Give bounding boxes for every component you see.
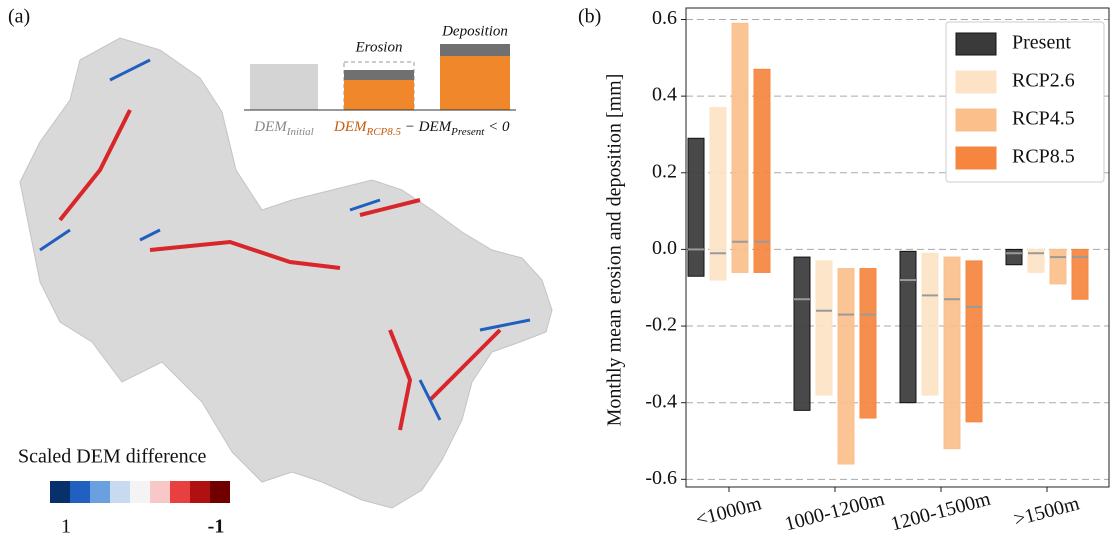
range-bar [922,253,938,395]
range-bar [816,261,832,395]
initial-label: DEMInitial [253,119,313,137]
operator: − [401,119,419,135]
range-bar [1006,249,1022,264]
legend-swatch [956,71,996,93]
y-tick-label: 0.4 [652,84,677,106]
deposition-label: Deposition [441,23,508,39]
difference-label: DEMRCP8.5 − DEMPresent < 0 [333,119,510,137]
panel-label: (a) [8,6,30,28]
swatch [190,481,210,503]
range-bar [794,257,810,410]
plot: -0.6 -0.4 -0.2 0.0 0.2 0.4 0.6 <1000m 1000-1200m… [645,7,1109,535]
x-tick-label: 1000-1200m [782,488,887,536]
y-tick-label: -0.6 [645,467,677,489]
range-bar [900,251,916,402]
swatch [170,481,190,503]
erosion-bar [344,80,414,110]
x-tick-label: <1000m [694,492,765,531]
deposition-bar [440,56,510,110]
legend-swatch [956,109,996,131]
range-bar [966,261,982,422]
swatch [210,481,230,503]
legend-label: RCP2.6 [1012,70,1075,92]
dem-text: DEM [253,119,288,135]
range-bar [838,269,854,464]
legend-label: RCP8.5 [1012,146,1075,168]
y-tick-label: -0.2 [645,314,677,336]
dem-sub: Present [450,126,485,138]
y-tick-label: -0.4 [645,390,677,412]
range-bar [860,269,876,418]
range-bar [1050,249,1066,283]
dem-text: DEM [333,119,368,135]
swatch [130,481,150,503]
range-bar [732,23,748,272]
dem-text: DEM [418,119,453,135]
legend-label: Present [1012,32,1071,54]
y-tick-label: 0.0 [652,237,677,259]
x-tick-label: >1500m [1012,492,1083,531]
comparison: < 0 [484,119,510,135]
figure: (a) Erosion Deposition DEMInitial DEMRCP… [0,0,1110,552]
swatch [50,481,70,503]
dem-sub: Initial [286,126,314,138]
y-axis-label: Monthly mean erosion and deposition [mm] [604,74,626,427]
y-tick-label: 0.2 [652,160,677,182]
swatch [70,481,90,503]
y-tick-label: 0.6 [652,7,677,29]
erosion-layer [344,70,414,80]
colorbar-tick: -1 [208,516,225,538]
inset: Erosion Deposition DEMInitial DEMRCP8.5 … [244,23,516,137]
legend-swatch [956,33,996,55]
deposition-layer [440,44,510,56]
colorbar-tick: 1 [61,516,71,538]
colorbar: Scaled DEM difference 1 -1 [18,446,230,538]
x-tick-label: 1200-1500m [888,488,993,536]
range-bar [944,257,960,449]
erosion-label: Erosion [355,39,403,55]
swatch [150,481,170,503]
legend-label: RCP4.5 [1012,108,1075,130]
legend-swatch [956,147,996,169]
dem-sub: RCP8.5 [366,126,402,138]
swatch [110,481,130,503]
range-bar [688,138,704,276]
colorbar-title: Scaled DEM difference [18,446,207,468]
initial-bar [250,64,318,110]
panel-label: (b) [578,6,601,28]
swatch [90,481,110,503]
